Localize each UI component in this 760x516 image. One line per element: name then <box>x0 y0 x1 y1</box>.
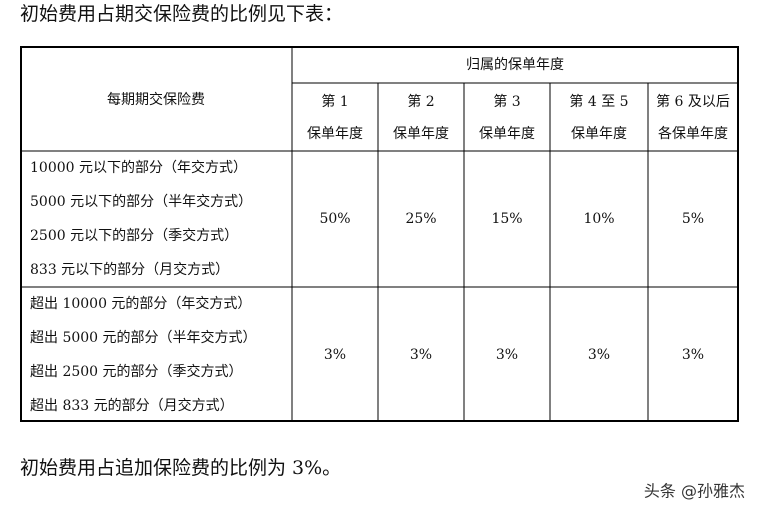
cell-value: 3% <box>410 347 432 363</box>
row-label: 2500 元以下的部分（季交方式） <box>30 227 238 244</box>
row-label: 超出 833 元的部分（月交方式） <box>30 397 234 414</box>
cell-value: 3% <box>496 347 518 363</box>
cell-value: 5% <box>682 211 704 227</box>
footer-text: 初始费用占追加保险费的比例为 3%。 <box>20 457 341 479</box>
column-header: 保单年度 <box>307 126 363 142</box>
cell-value: 3% <box>682 347 704 363</box>
cell-value: 10% <box>583 211 614 227</box>
row-label: 超出 5000 元的部分（半年交方式） <box>30 329 257 346</box>
fee-table: 每期期交保险费 归属的保单年度 <box>20 46 739 422</box>
intro-text: 初始费用占期交保险费的比例见下表： <box>20 3 343 25</box>
group-header: 归属的保单年度 <box>466 56 564 73</box>
watermark: 头条 @孙雅杰 <box>644 482 745 501</box>
row-label: 超出 2500 元的部分（季交方式） <box>30 363 243 380</box>
cell-value: 25% <box>405 211 436 227</box>
column-header: 第 3 <box>493 93 520 110</box>
column-header: 保单年度 <box>479 126 535 142</box>
row-label: 5000 元以下的部分（半年交方式） <box>30 193 252 210</box>
cell-value: 50% <box>319 211 350 227</box>
cell-value: 3% <box>324 347 346 363</box>
column-header: 第 4 至 5 <box>569 93 628 110</box>
column-header: 第 1 <box>321 93 348 110</box>
column-header: 第 2 <box>407 93 434 110</box>
cell-value: 3% <box>588 347 610 363</box>
table-border <box>20 46 739 422</box>
row-label: 超出 10000 元的部分（年交方式） <box>30 295 251 312</box>
row-label: 10000 元以下的部分（年交方式） <box>30 159 247 176</box>
cell-value: 15% <box>491 211 522 227</box>
column-header: 第 6 及以后 <box>656 93 730 110</box>
column-header: 各保单年度 <box>658 126 728 142</box>
row-header: 每期期交保险费 <box>107 91 205 108</box>
row-label: 833 元以下的部分（月交方式） <box>30 261 229 278</box>
column-header: 保单年度 <box>393 126 449 142</box>
column-header: 保单年度 <box>571 126 627 142</box>
